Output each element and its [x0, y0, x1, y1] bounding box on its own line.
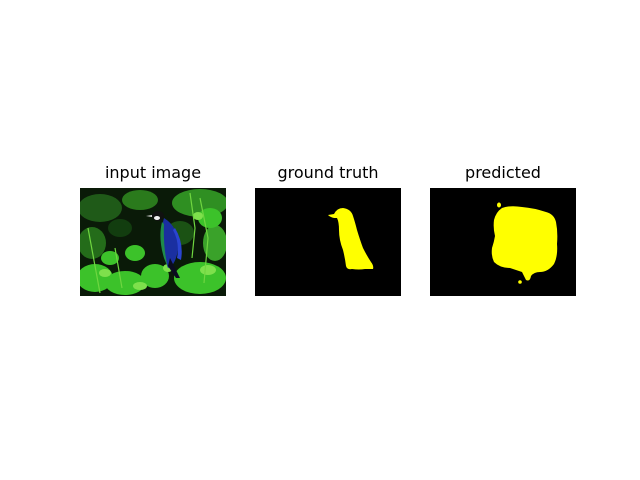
predicted-blob-mask — [491, 206, 558, 281]
mask-background — [255, 188, 401, 296]
predicted-speck — [497, 202, 501, 208]
predicted-title: predicted — [465, 163, 541, 182]
predicted-mask — [430, 188, 576, 296]
input-image-title: input image — [104, 163, 202, 182]
ground-truth-mask — [255, 188, 401, 296]
ground-truth-panel — [255, 188, 401, 296]
input-image-panel — [80, 188, 226, 296]
input-image — [80, 188, 226, 296]
predicted-panel — [430, 188, 576, 296]
ground-truth-bird-mask — [328, 208, 374, 270]
predicted-speck — [518, 280, 522, 284]
ground-truth-title: ground truth — [277, 163, 379, 182]
